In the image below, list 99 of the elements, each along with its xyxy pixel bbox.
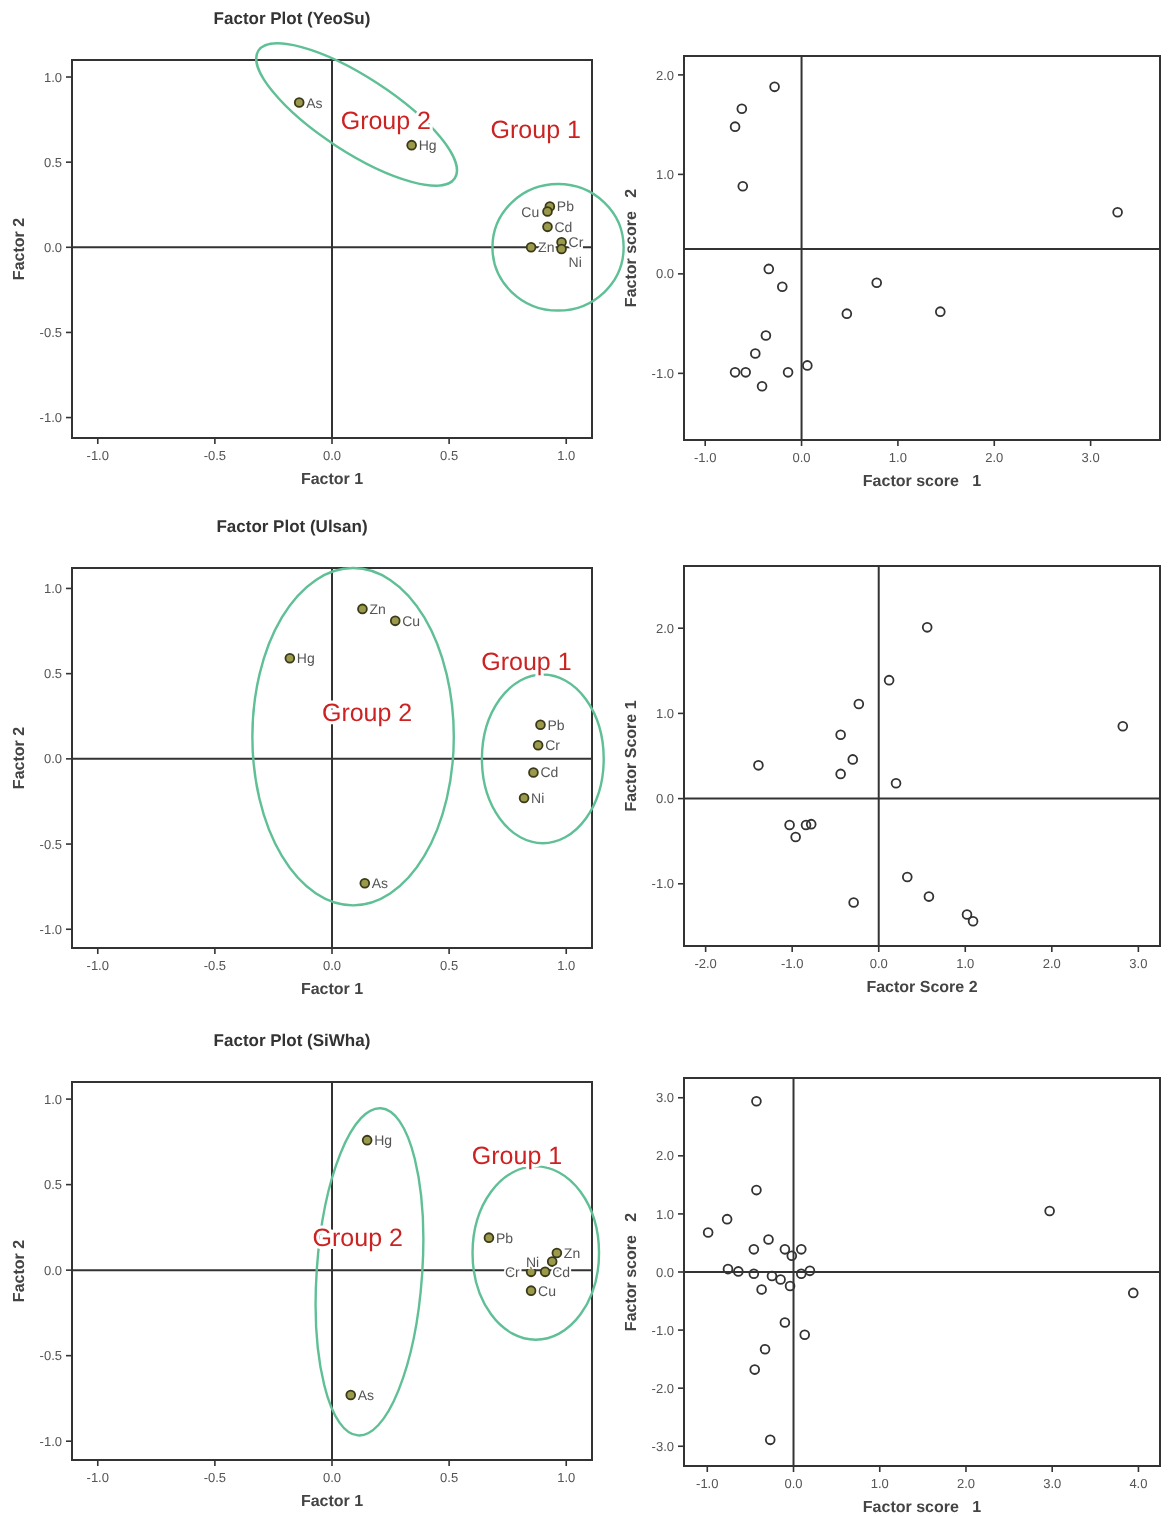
point bbox=[357, 603, 368, 615]
point bbox=[871, 277, 883, 289]
annotation: Group 1 bbox=[471, 1141, 563, 1170]
point bbox=[848, 897, 859, 908]
point bbox=[721, 1213, 733, 1225]
point bbox=[883, 674, 895, 686]
point bbox=[753, 760, 764, 771]
point bbox=[835, 768, 846, 780]
point bbox=[1112, 206, 1123, 218]
point bbox=[967, 915, 979, 927]
x-axis-title: Factor score 1 bbox=[862, 1498, 983, 1516]
x-axis-title: Factor 1 bbox=[300, 980, 365, 998]
point bbox=[756, 1284, 767, 1295]
y-axis-title: Factor 2 bbox=[10, 1238, 28, 1303]
x-axis-title: Factor Score 2 bbox=[866, 978, 979, 996]
point bbox=[779, 1244, 791, 1255]
point bbox=[760, 330, 772, 341]
point bbox=[733, 1266, 744, 1277]
point bbox=[776, 281, 788, 293]
point bbox=[737, 181, 749, 192]
y-axis-title: Factor score 2 bbox=[622, 1211, 640, 1332]
chart-title: Factor Plot (YeoSu) bbox=[213, 8, 371, 28]
point bbox=[406, 139, 417, 151]
point bbox=[786, 1250, 798, 1262]
point bbox=[528, 767, 539, 778]
point bbox=[751, 1184, 762, 1196]
point bbox=[759, 1343, 771, 1355]
point bbox=[525, 1285, 537, 1296]
point bbox=[729, 121, 741, 132]
point bbox=[532, 739, 544, 751]
point bbox=[756, 380, 768, 392]
point bbox=[359, 877, 371, 889]
point bbox=[389, 615, 401, 627]
chart-title: Factor Plot (Ulsan) bbox=[216, 516, 368, 536]
point bbox=[841, 308, 853, 319]
point bbox=[769, 81, 780, 93]
point bbox=[293, 97, 305, 108]
point bbox=[853, 698, 865, 710]
point bbox=[750, 348, 761, 359]
point bbox=[749, 1364, 761, 1375]
y-axis-title: Factor Score 1 bbox=[622, 699, 640, 812]
point bbox=[736, 103, 748, 115]
point bbox=[542, 206, 553, 217]
point bbox=[556, 243, 567, 255]
point bbox=[764, 1434, 776, 1446]
point bbox=[539, 1266, 551, 1278]
point bbox=[525, 242, 537, 253]
point bbox=[483, 1232, 495, 1243]
point bbox=[923, 891, 935, 902]
point bbox=[1127, 1287, 1139, 1299]
point bbox=[784, 1280, 796, 1292]
point bbox=[1044, 1205, 1055, 1217]
point bbox=[361, 1134, 373, 1146]
point bbox=[751, 1095, 762, 1107]
point bbox=[1117, 720, 1129, 732]
point bbox=[702, 1227, 714, 1238]
point bbox=[748, 1244, 760, 1255]
point bbox=[345, 1389, 357, 1401]
point bbox=[542, 221, 553, 233]
point bbox=[535, 719, 546, 731]
point bbox=[795, 1244, 807, 1255]
point bbox=[935, 306, 946, 317]
point bbox=[847, 754, 859, 765]
point bbox=[901, 871, 913, 883]
point bbox=[804, 1265, 816, 1277]
point bbox=[546, 1256, 558, 1267]
point bbox=[722, 1263, 734, 1275]
point bbox=[790, 831, 801, 843]
x-axis-title: Factor 1 bbox=[300, 470, 365, 488]
point bbox=[284, 653, 296, 664]
point bbox=[775, 1274, 786, 1285]
point bbox=[518, 792, 530, 804]
point bbox=[921, 622, 933, 633]
y-axis-title: Factor 2 bbox=[10, 216, 28, 281]
point bbox=[740, 367, 751, 378]
point bbox=[800, 819, 812, 831]
point bbox=[551, 1247, 563, 1259]
point bbox=[835, 729, 846, 740]
point bbox=[784, 819, 795, 831]
annotation: Group 1 bbox=[481, 647, 572, 676]
y-axis-title: Factor 2 bbox=[10, 725, 28, 790]
point bbox=[799, 1329, 811, 1341]
point bbox=[766, 1270, 778, 1282]
point bbox=[961, 909, 973, 920]
point bbox=[890, 777, 902, 789]
point bbox=[763, 1234, 774, 1245]
point bbox=[802, 360, 813, 371]
chart-title: Factor Plot (SiWha) bbox=[213, 1030, 371, 1050]
point bbox=[782, 367, 794, 378]
point bbox=[748, 1268, 760, 1280]
point bbox=[779, 1317, 791, 1328]
annotation: Group 1 bbox=[490, 115, 582, 144]
x-axis-title: Factor score 1 bbox=[862, 472, 983, 490]
point bbox=[795, 1268, 807, 1280]
point bbox=[763, 263, 775, 275]
point bbox=[805, 818, 817, 830]
point bbox=[729, 367, 741, 378]
x-axis-title: Factor 1 bbox=[300, 1492, 365, 1510]
y-axis-title: Factor score 2 bbox=[622, 187, 640, 308]
